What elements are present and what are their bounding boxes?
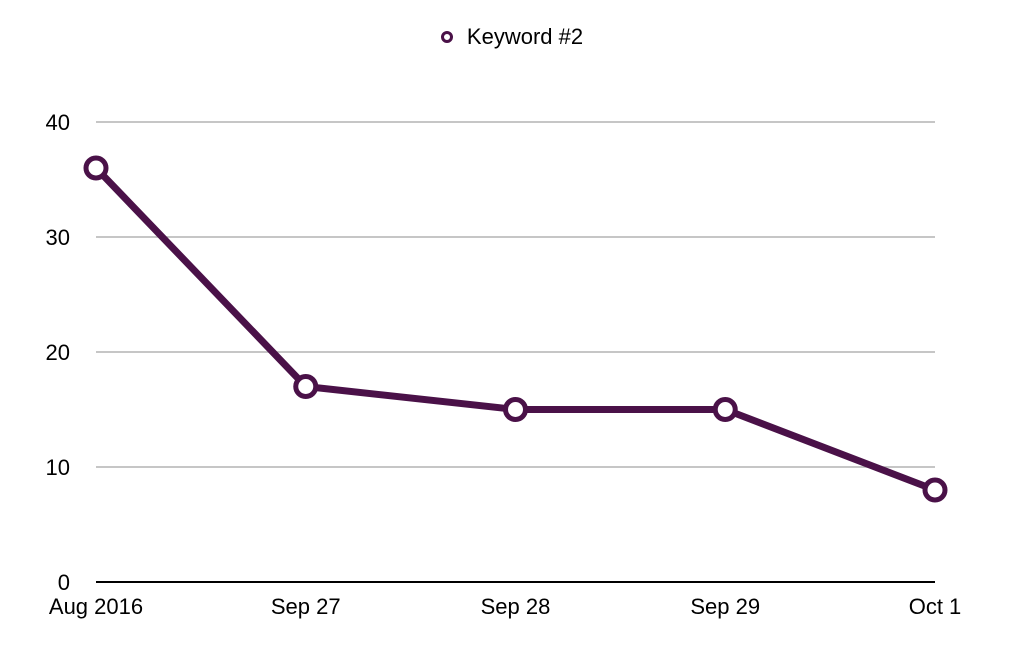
x-tick-label: Oct 1 xyxy=(909,594,962,619)
y-tick-label: 10 xyxy=(46,455,70,480)
data-point[interactable] xyxy=(293,374,319,399)
data-point[interactable] xyxy=(83,155,109,181)
y-tick-label: 0 xyxy=(58,570,70,595)
y-tick-label: 30 xyxy=(46,225,70,250)
gridlines xyxy=(96,121,935,583)
x-axis-ticks: Aug 2016 Sep 27 Sep 28 Sep 29 Oct 1 xyxy=(49,594,961,619)
data-point[interactable] xyxy=(503,397,528,422)
x-tick-label: Aug 2016 xyxy=(49,594,143,619)
y-tick-label: 20 xyxy=(46,340,70,365)
data-point[interactable] xyxy=(712,397,738,422)
chart-legend: Keyword #2 xyxy=(0,24,1024,50)
y-axis-ticks: 0 10 20 30 40 xyxy=(46,110,70,595)
series-layer xyxy=(83,155,948,503)
y-tick-label: 40 xyxy=(46,110,70,135)
x-tick-label: Sep 28 xyxy=(481,594,551,619)
x-tick-label: Sep 27 xyxy=(271,594,341,619)
legend-marker-icon xyxy=(440,31,453,43)
data-point[interactable] xyxy=(922,477,948,503)
x-tick-label: Sep 29 xyxy=(690,594,760,619)
legend-label: Keyword #2 xyxy=(466,24,584,49)
series-line xyxy=(92,164,939,494)
